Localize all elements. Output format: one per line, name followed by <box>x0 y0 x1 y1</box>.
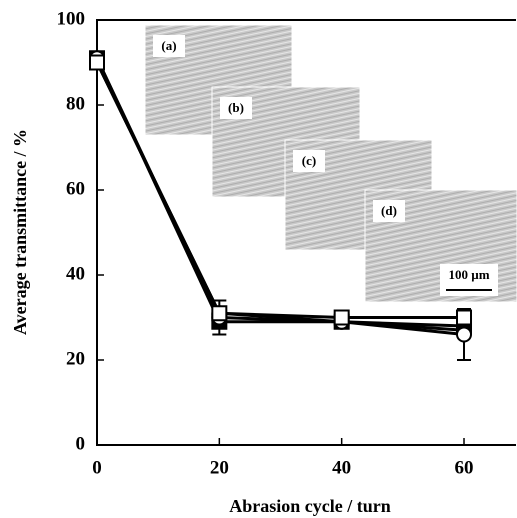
inset-label: (b) <box>228 100 244 115</box>
inset-label: (a) <box>161 38 176 53</box>
frame <box>96 19 516 446</box>
series-line <box>95 61 465 319</box>
insets: (a) (b) (c) (d) 100 µm <box>144 24 517 303</box>
y-axis-title: Average transmittance / % <box>10 129 30 335</box>
x-tick-label: 20 <box>210 457 229 478</box>
marker <box>333 309 350 326</box>
scale-bar-label: 100 µm <box>448 267 489 282</box>
x-axis-title: Abrasion cycle / turn <box>229 496 391 516</box>
inset-label: (c) <box>302 153 316 168</box>
marker <box>456 326 473 343</box>
inset-label-box <box>373 200 405 222</box>
y-tick-label: 100 <box>57 8 86 29</box>
inset-label-box <box>293 150 325 172</box>
y-tick-label: 0 <box>76 433 86 454</box>
x-tick-label: 0 <box>92 457 102 478</box>
marker <box>456 309 473 326</box>
inset-label-box <box>153 35 185 57</box>
y-tick-label: 20 <box>66 348 85 369</box>
y-tick-label: 60 <box>66 178 85 199</box>
x-tick-label: 60 <box>455 457 474 478</box>
y-tick-label: 40 <box>66 263 85 284</box>
marker <box>89 54 105 71</box>
y-tick-label: 80 <box>66 93 85 114</box>
marker <box>211 305 228 322</box>
x-tick-label: 40 <box>332 457 351 478</box>
inset-label-box <box>220 97 252 119</box>
inset-label: (d) <box>381 203 397 218</box>
